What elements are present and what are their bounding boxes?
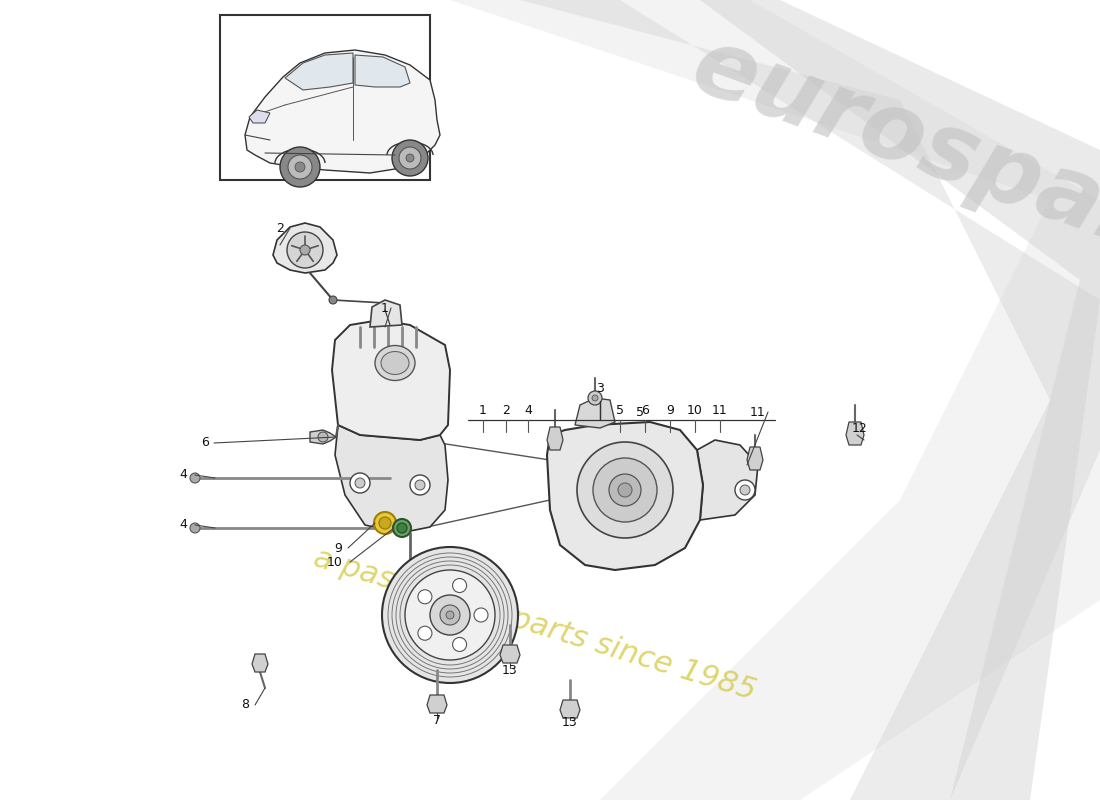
Polygon shape [370,300,402,327]
Polygon shape [273,223,337,273]
Circle shape [609,474,641,506]
Text: a passion for parts since 1985: a passion for parts since 1985 [310,543,759,706]
PathPatch shape [700,0,1100,800]
Circle shape [446,611,454,619]
Circle shape [578,442,673,538]
Circle shape [418,626,432,640]
Circle shape [430,595,470,635]
Circle shape [440,605,460,625]
Circle shape [288,155,312,179]
Text: 5: 5 [636,406,644,419]
Polygon shape [355,55,410,87]
Text: 4: 4 [524,403,532,417]
Text: 10: 10 [688,403,703,417]
Circle shape [735,480,755,500]
Circle shape [329,296,337,304]
Text: 5: 5 [616,403,624,417]
Polygon shape [697,440,758,520]
Text: 3: 3 [596,382,604,394]
Text: 1: 1 [480,403,487,417]
Circle shape [593,458,657,522]
Polygon shape [245,50,440,173]
Circle shape [350,473,370,493]
Polygon shape [310,430,336,444]
Circle shape [300,245,310,255]
Text: 11: 11 [750,406,766,418]
Polygon shape [846,422,864,445]
Polygon shape [332,320,450,440]
Polygon shape [747,447,763,470]
Circle shape [452,638,466,651]
Polygon shape [500,645,520,663]
Circle shape [287,232,323,268]
Polygon shape [547,422,703,570]
Text: 9: 9 [334,542,342,554]
Circle shape [399,147,421,169]
Text: eurospares: eurospares [680,19,1100,310]
Text: 8: 8 [241,698,249,711]
Text: 10: 10 [327,555,343,569]
Circle shape [190,523,200,533]
Text: 9: 9 [667,403,674,417]
Text: 13: 13 [562,715,578,729]
Circle shape [474,608,488,622]
Text: 12: 12 [852,422,868,434]
Text: 2: 2 [276,222,284,234]
Text: 7: 7 [433,714,441,726]
Bar [220,15,430,180]
Circle shape [393,519,411,537]
Circle shape [415,480,425,490]
Circle shape [452,578,466,593]
Circle shape [392,140,428,176]
Text: 2: 2 [502,403,510,417]
Circle shape [410,475,430,495]
Text: 11: 11 [712,403,728,417]
Circle shape [397,523,407,533]
Polygon shape [252,654,268,672]
Circle shape [295,162,305,172]
Text: 1: 1 [381,302,389,314]
Circle shape [592,395,598,401]
Polygon shape [560,700,580,718]
Text: 6: 6 [641,403,649,417]
Polygon shape [427,695,447,713]
Polygon shape [336,425,448,533]
Circle shape [418,590,432,604]
Text: 6: 6 [201,437,209,450]
PathPatch shape [520,0,1100,800]
Polygon shape [249,110,270,123]
Polygon shape [547,427,563,450]
Circle shape [406,154,414,162]
Polygon shape [285,53,353,90]
Text: 13: 13 [502,663,518,677]
Circle shape [355,478,365,488]
Circle shape [280,147,320,187]
Circle shape [190,473,200,483]
Circle shape [379,517,390,529]
Circle shape [374,512,396,534]
Text: 4: 4 [179,469,187,482]
Ellipse shape [375,346,415,381]
PathPatch shape [450,0,1100,800]
Ellipse shape [381,351,409,374]
Text: 4: 4 [179,518,187,531]
Circle shape [405,570,495,660]
Circle shape [588,391,602,405]
Circle shape [618,483,632,497]
Circle shape [382,547,518,683]
Circle shape [318,432,328,442]
Polygon shape [575,398,615,428]
Circle shape [740,485,750,495]
